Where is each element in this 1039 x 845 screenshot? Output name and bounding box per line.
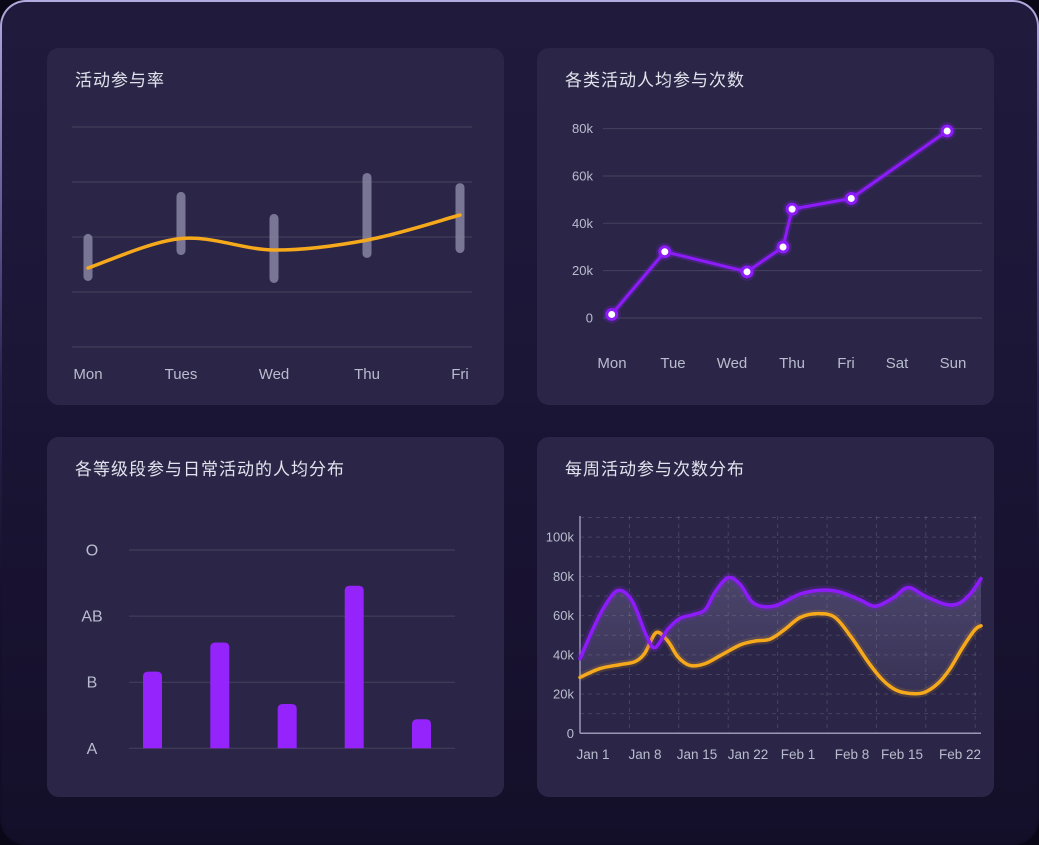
x-tick-label: Thu [779, 355, 805, 372]
range-bar[interactable] [362, 172, 372, 258]
y-tick-label: 60k [572, 168, 593, 183]
x-tick-label: Fri [451, 366, 469, 383]
bar[interactable] [143, 671, 162, 749]
trend-line [86, 213, 462, 270]
y-category-label: O [86, 543, 98, 560]
line-glow [609, 128, 950, 317]
data-point[interactable] [844, 191, 858, 205]
plot-area [72, 126, 472, 348]
data-point[interactable] [740, 265, 754, 279]
x-tick-label: Feb 22 [939, 747, 981, 762]
y-tick-label: 0 [586, 311, 593, 326]
panel-title: 每周活动参与次数分布 [565, 460, 745, 479]
y-category-label: B [87, 675, 98, 692]
data-point[interactable] [785, 202, 799, 216]
bar[interactable] [277, 704, 297, 749]
data-point[interactable] [658, 245, 672, 259]
x-tick-label: Jan 1 [576, 747, 609, 762]
bar[interactable] [210, 642, 230, 749]
x-axis-labels: Mon Tues Wed Thu Fri [73, 366, 468, 383]
y-tick-label: 40k [572, 216, 593, 231]
x-tick-label: Thu [354, 366, 380, 383]
band-fill [580, 577, 981, 734]
x-tick-label: Fri [837, 355, 855, 372]
x-tick-label: Jan 22 [728, 747, 769, 762]
x-tick-label: Jan 8 [628, 747, 661, 762]
x-tick-label: Tues [165, 366, 198, 383]
x-tick-label: Tue [660, 355, 685, 372]
panel-title: 各等级段参与日常活动的人均分布 [75, 460, 345, 479]
y-tick-label: 0 [567, 726, 574, 741]
data-point[interactable] [605, 307, 619, 321]
yellow-series-line [578, 611, 983, 696]
y-category-label: A [87, 741, 98, 758]
per-capita-line-chart[interactable]: 80k 60k 40k 20k 0 Mon Tue Wed Thu Fri Sat Sun [537, 48, 994, 405]
grade-distribution-bar-chart[interactable]: O AB B A [47, 437, 504, 797]
data-line [610, 129, 948, 316]
y-tick-label: 80k [553, 569, 574, 584]
bar[interactable] [412, 719, 431, 749]
panel-weekly-distribution: 每周活动参与次数分布 100k 80k 60k 40k 20k 0 Jan 1 Jan 8 Ja… [537, 437, 994, 797]
x-tick-label: Mon [597, 355, 626, 372]
purple-series-line [578, 575, 983, 661]
range-bar[interactable] [83, 233, 93, 281]
plot-area: O AB B A [81, 543, 455, 758]
plot-area: 80k 60k 40k 20k 0 [572, 121, 982, 326]
panel-grade-distribution: 各等级段参与日常活动的人均分布 O AB B A [47, 437, 504, 797]
x-tick-label: Sun [940, 355, 967, 372]
panel-per-capita-participation-by-type: 各类活动人均参与次数 80k 60k 40k 20k 0 Mon Tue Wed Thu Fri S… [537, 48, 994, 405]
y-tick-label: 40k [553, 647, 574, 662]
y-tick-label: 20k [572, 263, 593, 278]
x-tick-label: Wed [717, 355, 748, 372]
x-tick-label: Sat [886, 355, 909, 372]
data-point[interactable] [940, 124, 954, 138]
y-tick-label: 80k [572, 121, 593, 136]
dashboard-grid: 活动参与率 Mon Tues Wed Thu Fri 各类活动人均参与次数 80k 60k… [47, 48, 994, 797]
bar[interactable] [344, 585, 364, 749]
x-tick-label: Jan 15 [677, 747, 718, 762]
y-tick-label: 20k [553, 687, 574, 702]
y-category-label: AB [81, 609, 102, 626]
activity-rate-chart[interactable]: Mon Tues Wed Thu Fri [47, 48, 504, 405]
x-tick-label: Wed [259, 366, 290, 383]
x-tick-label: Feb 1 [781, 747, 816, 762]
x-tick-label: Mon [73, 366, 102, 383]
panel-activity-participation-rate: 活动参与率 Mon Tues Wed Thu Fri [47, 48, 504, 405]
x-tick-label: Feb 15 [881, 747, 923, 762]
y-tick-label: 60k [553, 608, 574, 623]
panel-title: 活动参与率 [75, 71, 165, 90]
panel-title: 各类活动人均参与次数 [565, 71, 745, 90]
y-tick-label: 100k [546, 530, 575, 545]
data-point[interactable] [776, 240, 790, 254]
x-axis-labels: Mon Tue Wed Thu Fri Sat Sun [597, 355, 966, 372]
range-bar[interactable] [455, 183, 465, 254]
range-bar[interactable] [176, 191, 186, 256]
x-tick-label: Feb 8 [835, 747, 870, 762]
